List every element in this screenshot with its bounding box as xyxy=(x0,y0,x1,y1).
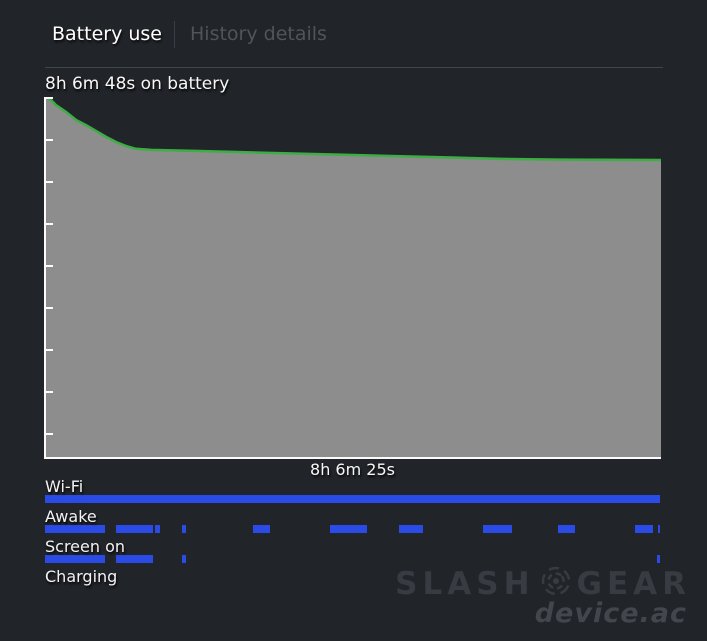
watermark-subtitle: device.ac xyxy=(534,598,687,629)
timeline-segment xyxy=(45,495,660,503)
timeline-track-charging xyxy=(45,585,660,593)
timeline-label-wi-fi: Wi-Fi xyxy=(45,477,84,496)
time-axis-label: 8h 6m 25s xyxy=(310,460,395,479)
battery-area-fill xyxy=(46,97,661,457)
tab-separator-line xyxy=(45,67,663,68)
tab-bar: Battery use History details xyxy=(52,20,327,48)
battery-level-line xyxy=(46,97,661,162)
timeline-track-wi-fi xyxy=(45,495,660,503)
y-tick xyxy=(46,139,53,141)
timeline-row-charging: Charging xyxy=(45,568,661,598)
timeline-segment xyxy=(557,525,576,533)
y-tick xyxy=(46,223,53,225)
timeline-segment xyxy=(155,525,160,533)
tab-history-details[interactable]: History details xyxy=(190,23,327,45)
y-tick xyxy=(46,433,53,435)
tab-divider xyxy=(174,20,175,48)
y-tick xyxy=(46,265,53,267)
timeline-segment xyxy=(115,525,154,533)
timeline-segment xyxy=(182,525,186,533)
timeline-label-screen-on: Screen on xyxy=(45,537,126,556)
timeline-label-awake: Awake xyxy=(45,507,97,526)
timeline-segment xyxy=(634,525,654,533)
y-tick xyxy=(46,391,53,393)
timeline-label-charging: Charging xyxy=(45,567,118,586)
timeline-segment xyxy=(115,555,154,563)
timeline-row-awake: Awake xyxy=(45,508,661,538)
timeline-track-screen-on xyxy=(45,555,660,563)
y-tick xyxy=(46,307,53,309)
timeline-segment xyxy=(45,555,106,563)
timeline-row-wi-fi: Wi-Fi xyxy=(45,478,661,508)
y-tick xyxy=(46,97,53,99)
timeline-rows: Wi-Fi Awake Screen on Charging xyxy=(45,478,661,598)
tab-battery-use[interactable]: Battery use xyxy=(52,23,162,45)
timeline-segment xyxy=(656,555,660,563)
timeline-segment xyxy=(399,525,424,533)
timeline-segment xyxy=(482,525,512,533)
timeline-segment xyxy=(658,525,660,533)
timeline-track-awake xyxy=(45,525,660,533)
timeline-segment xyxy=(45,525,106,533)
y-axis-line xyxy=(44,97,46,457)
battery-level-plot xyxy=(46,97,661,457)
timeline-segment xyxy=(252,525,271,533)
y-tick xyxy=(46,349,53,351)
x-axis-line xyxy=(44,457,661,459)
battery-history-chart xyxy=(44,97,661,459)
battery-duration-title: 8h 6m 48s on battery xyxy=(45,74,230,94)
timeline-segment xyxy=(329,525,368,533)
timeline-row-screen-on: Screen on xyxy=(45,538,661,568)
timeline-segment xyxy=(182,555,186,563)
y-tick xyxy=(46,181,53,183)
